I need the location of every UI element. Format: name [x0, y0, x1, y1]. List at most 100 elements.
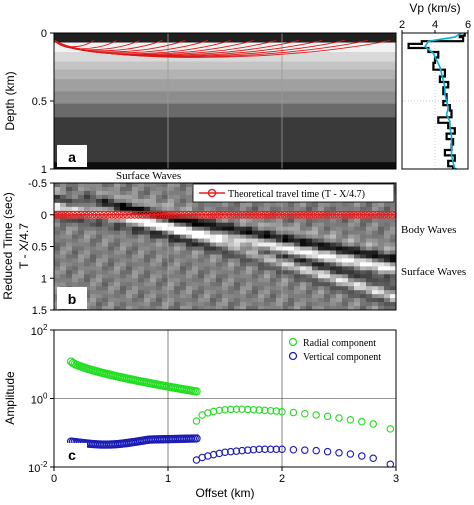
- seismic-cell: [186, 266, 193, 271]
- seismic-cell: [102, 202, 109, 208]
- seismic-cell: [108, 302, 115, 307]
- seismic-cell: [342, 230, 349, 235]
- seismic-cell: [366, 242, 373, 247]
- radial-point: [238, 405, 246, 413]
- seismic-cell: [234, 266, 241, 271]
- seismic-cell: [312, 278, 319, 283]
- seismic-cell: [132, 294, 139, 299]
- seismic-cell: [108, 294, 115, 299]
- seismic-cell: [126, 202, 133, 208]
- seismic-cell: [78, 206, 85, 212]
- seismic-cell: [360, 238, 367, 243]
- seismic-cell: [246, 266, 253, 271]
- seismic-cell: [84, 234, 91, 239]
- seismic-cell: [126, 290, 133, 295]
- seismic-cell: [282, 302, 289, 307]
- seismic-cell: [138, 250, 145, 255]
- seismic-cell: [324, 238, 331, 243]
- seismic-cell: [378, 246, 385, 251]
- seismic-cell: [348, 222, 355, 228]
- seismic-cell: [288, 302, 295, 307]
- seismic-cell: [54, 274, 61, 279]
- seismic-cell: [366, 226, 373, 232]
- seismic-cell: [222, 270, 229, 275]
- seismic-cell: [114, 306, 121, 310]
- seismic-cell: [78, 278, 85, 283]
- travel-time-marker: [226, 210, 235, 219]
- seismic-cell: [222, 210, 229, 216]
- travel-time-marker: [134, 210, 143, 219]
- travel-time-marker: [222, 210, 231, 219]
- seismic-cell: [186, 250, 193, 255]
- seismic-cell: [96, 258, 103, 263]
- seismic-cell: [210, 222, 217, 228]
- seismic-cell: [60, 246, 67, 251]
- seismic-cell: [60, 222, 67, 228]
- seismic-cell: [144, 282, 151, 287]
- seismic-cell: [198, 218, 205, 224]
- seismic-cell: [360, 282, 367, 287]
- panel-c-ytick-exponent-1: 0: [43, 392, 48, 401]
- panel-c-label: c: [68, 447, 76, 463]
- seismic-cell: [204, 258, 211, 263]
- seismic-cell: [126, 218, 133, 224]
- seismic-cell: [114, 226, 121, 232]
- seismic-cell: [138, 262, 145, 267]
- seismic-cell: [84, 250, 91, 255]
- seismic-cell: [270, 246, 277, 251]
- seismic-cell: [174, 234, 181, 239]
- seismic-cell: [318, 254, 325, 259]
- seismic-cell: [234, 226, 241, 232]
- seismic-cell: [390, 290, 396, 295]
- seismic-cell: [198, 226, 205, 232]
- seismic-cell: [144, 242, 151, 247]
- seismic-cell: [114, 294, 121, 299]
- seismic-cell: [168, 274, 175, 279]
- seismic-cell: [264, 294, 271, 299]
- seismic-cell: [54, 206, 61, 212]
- seismic-cell: [264, 286, 271, 291]
- seismic-cell: [324, 294, 331, 299]
- seismic-cell: [294, 222, 301, 228]
- seismic-cell: [126, 266, 133, 271]
- seismic-cell: [144, 190, 151, 196]
- seismic-cell: [138, 218, 145, 224]
- seismic-cell: [126, 222, 133, 228]
- seismic-cell: [378, 298, 385, 303]
- seismic-cell: [180, 278, 187, 283]
- seismic-cell: [138, 306, 145, 310]
- seismic-cell: [222, 290, 229, 295]
- seismic-cell: [168, 230, 175, 235]
- seismic-cell: [210, 206, 217, 212]
- seismic-cell: [390, 226, 396, 232]
- seismic-cell: [240, 250, 247, 255]
- seismic-cell: [168, 190, 175, 196]
- seismic-cell: [102, 306, 109, 310]
- seismic-cell: [108, 242, 115, 247]
- seismic-cell: [210, 246, 217, 251]
- seismic-cell: [120, 270, 127, 275]
- seismic-cell: [270, 274, 277, 279]
- travel-time-marker: [61, 210, 70, 219]
- seismic-cell: [174, 282, 181, 287]
- seismic-cell: [60, 266, 67, 271]
- seismic-cell: [162, 274, 169, 279]
- seismic-cell: [228, 254, 235, 259]
- seismic-cell: [222, 306, 229, 310]
- seismic-cell: [120, 262, 127, 267]
- seismic-cell: [306, 218, 313, 224]
- seismic-cell: [252, 222, 259, 228]
- seismic-cell: [96, 302, 103, 307]
- seismic-cell: [222, 250, 229, 255]
- seismic-cell: [264, 234, 271, 239]
- seismic-cell: [204, 214, 211, 220]
- travel-time-marker: [169, 210, 178, 219]
- seismic-cell: [168, 210, 175, 216]
- seismic-cell: [126, 198, 133, 204]
- panel-c-xlabel: Offset (km): [195, 486, 254, 500]
- seismic-cell: [168, 266, 175, 271]
- seismic-cell: [174, 238, 181, 243]
- seismic-cell: [252, 242, 259, 247]
- seismic-cell: [348, 278, 355, 283]
- seismic-cell: [252, 286, 259, 291]
